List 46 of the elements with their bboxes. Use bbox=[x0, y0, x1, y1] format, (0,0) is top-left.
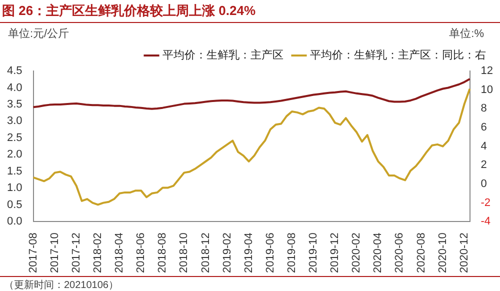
x-tick-label: 2020-08 bbox=[415, 232, 428, 274]
y-tick-label: 0.5 bbox=[6, 198, 22, 211]
x-tick-label: 2019-04 bbox=[242, 232, 255, 274]
y-tick-label: 3.0 bbox=[6, 115, 22, 128]
y-tick-label: 1.5 bbox=[6, 165, 22, 178]
x-tick-label: 2020-12 bbox=[458, 232, 470, 274]
y2-tick-label: -4 bbox=[480, 216, 491, 228]
y2-tick-label: 4 bbox=[480, 140, 487, 152]
y2-tick-label: 12 bbox=[480, 65, 494, 78]
x-tick-label: 2020-04 bbox=[372, 232, 384, 274]
y2-tick-label: -2 bbox=[480, 196, 491, 209]
y-tick-label: 2.5 bbox=[6, 132, 22, 144]
x-tick-label: 2020-10 bbox=[436, 232, 449, 274]
y2-tick-label: 8 bbox=[480, 102, 487, 115]
y2-tick-label: 2 bbox=[480, 159, 487, 172]
x-tick-label: 2018-12 bbox=[200, 232, 212, 274]
y2-tick-label: 0 bbox=[480, 178, 487, 190]
x-tick-label: 2018-04 bbox=[114, 232, 126, 274]
x-tick-label: 2018-08 bbox=[156, 232, 169, 274]
y2-tick-label: 6 bbox=[480, 122, 487, 134]
x-tick-label: 2017-12 bbox=[70, 232, 82, 274]
x-tick-label: 2018-02 bbox=[92, 232, 104, 274]
text: （更新时间：20210106） bbox=[4, 280, 118, 291]
y-tick-label: 4.5 bbox=[6, 65, 22, 78]
y2-tick-label: 10 bbox=[480, 84, 494, 96]
y2-axis-title: 单位:% bbox=[449, 27, 484, 40]
legend-label: 平均价：生鲜乳：主产区 bbox=[162, 48, 284, 62]
x-tick-label: 2019-12 bbox=[329, 232, 342, 274]
x-tick-label: 2019-10 bbox=[308, 232, 320, 274]
x-tick-label: 2018-10 bbox=[178, 232, 190, 274]
y-axis-title: 单位:元/公斤 bbox=[8, 27, 70, 40]
x-tick-label: 2019-06 bbox=[264, 232, 276, 274]
x-tick-label: 2017-10 bbox=[48, 232, 61, 274]
legend-label: 平均价：生鲜乳：主产区：同比：右 bbox=[310, 48, 486, 62]
x-tick-label: 2020-06 bbox=[394, 232, 406, 274]
x-tick-label: 2020-02 bbox=[350, 232, 363, 274]
y-tick-label: 1.0 bbox=[6, 182, 22, 194]
x-tick-label: 2019-08 bbox=[286, 232, 298, 274]
y-tick-label: 0.0 bbox=[6, 216, 22, 228]
x-tick-label: 2017-08 bbox=[27, 232, 40, 274]
y-tick-label: 4.0 bbox=[6, 82, 22, 94]
x-tick-label: 2018-06 bbox=[135, 232, 148, 274]
y-tick-label: 2.0 bbox=[6, 148, 22, 161]
chart-title: 图 26：主产区生鲜乳价格较上周上涨 0.24% bbox=[0, 0, 500, 23]
x-tick-label: 2019-02 bbox=[221, 232, 234, 274]
y-tick-label: 3.5 bbox=[6, 98, 22, 111]
